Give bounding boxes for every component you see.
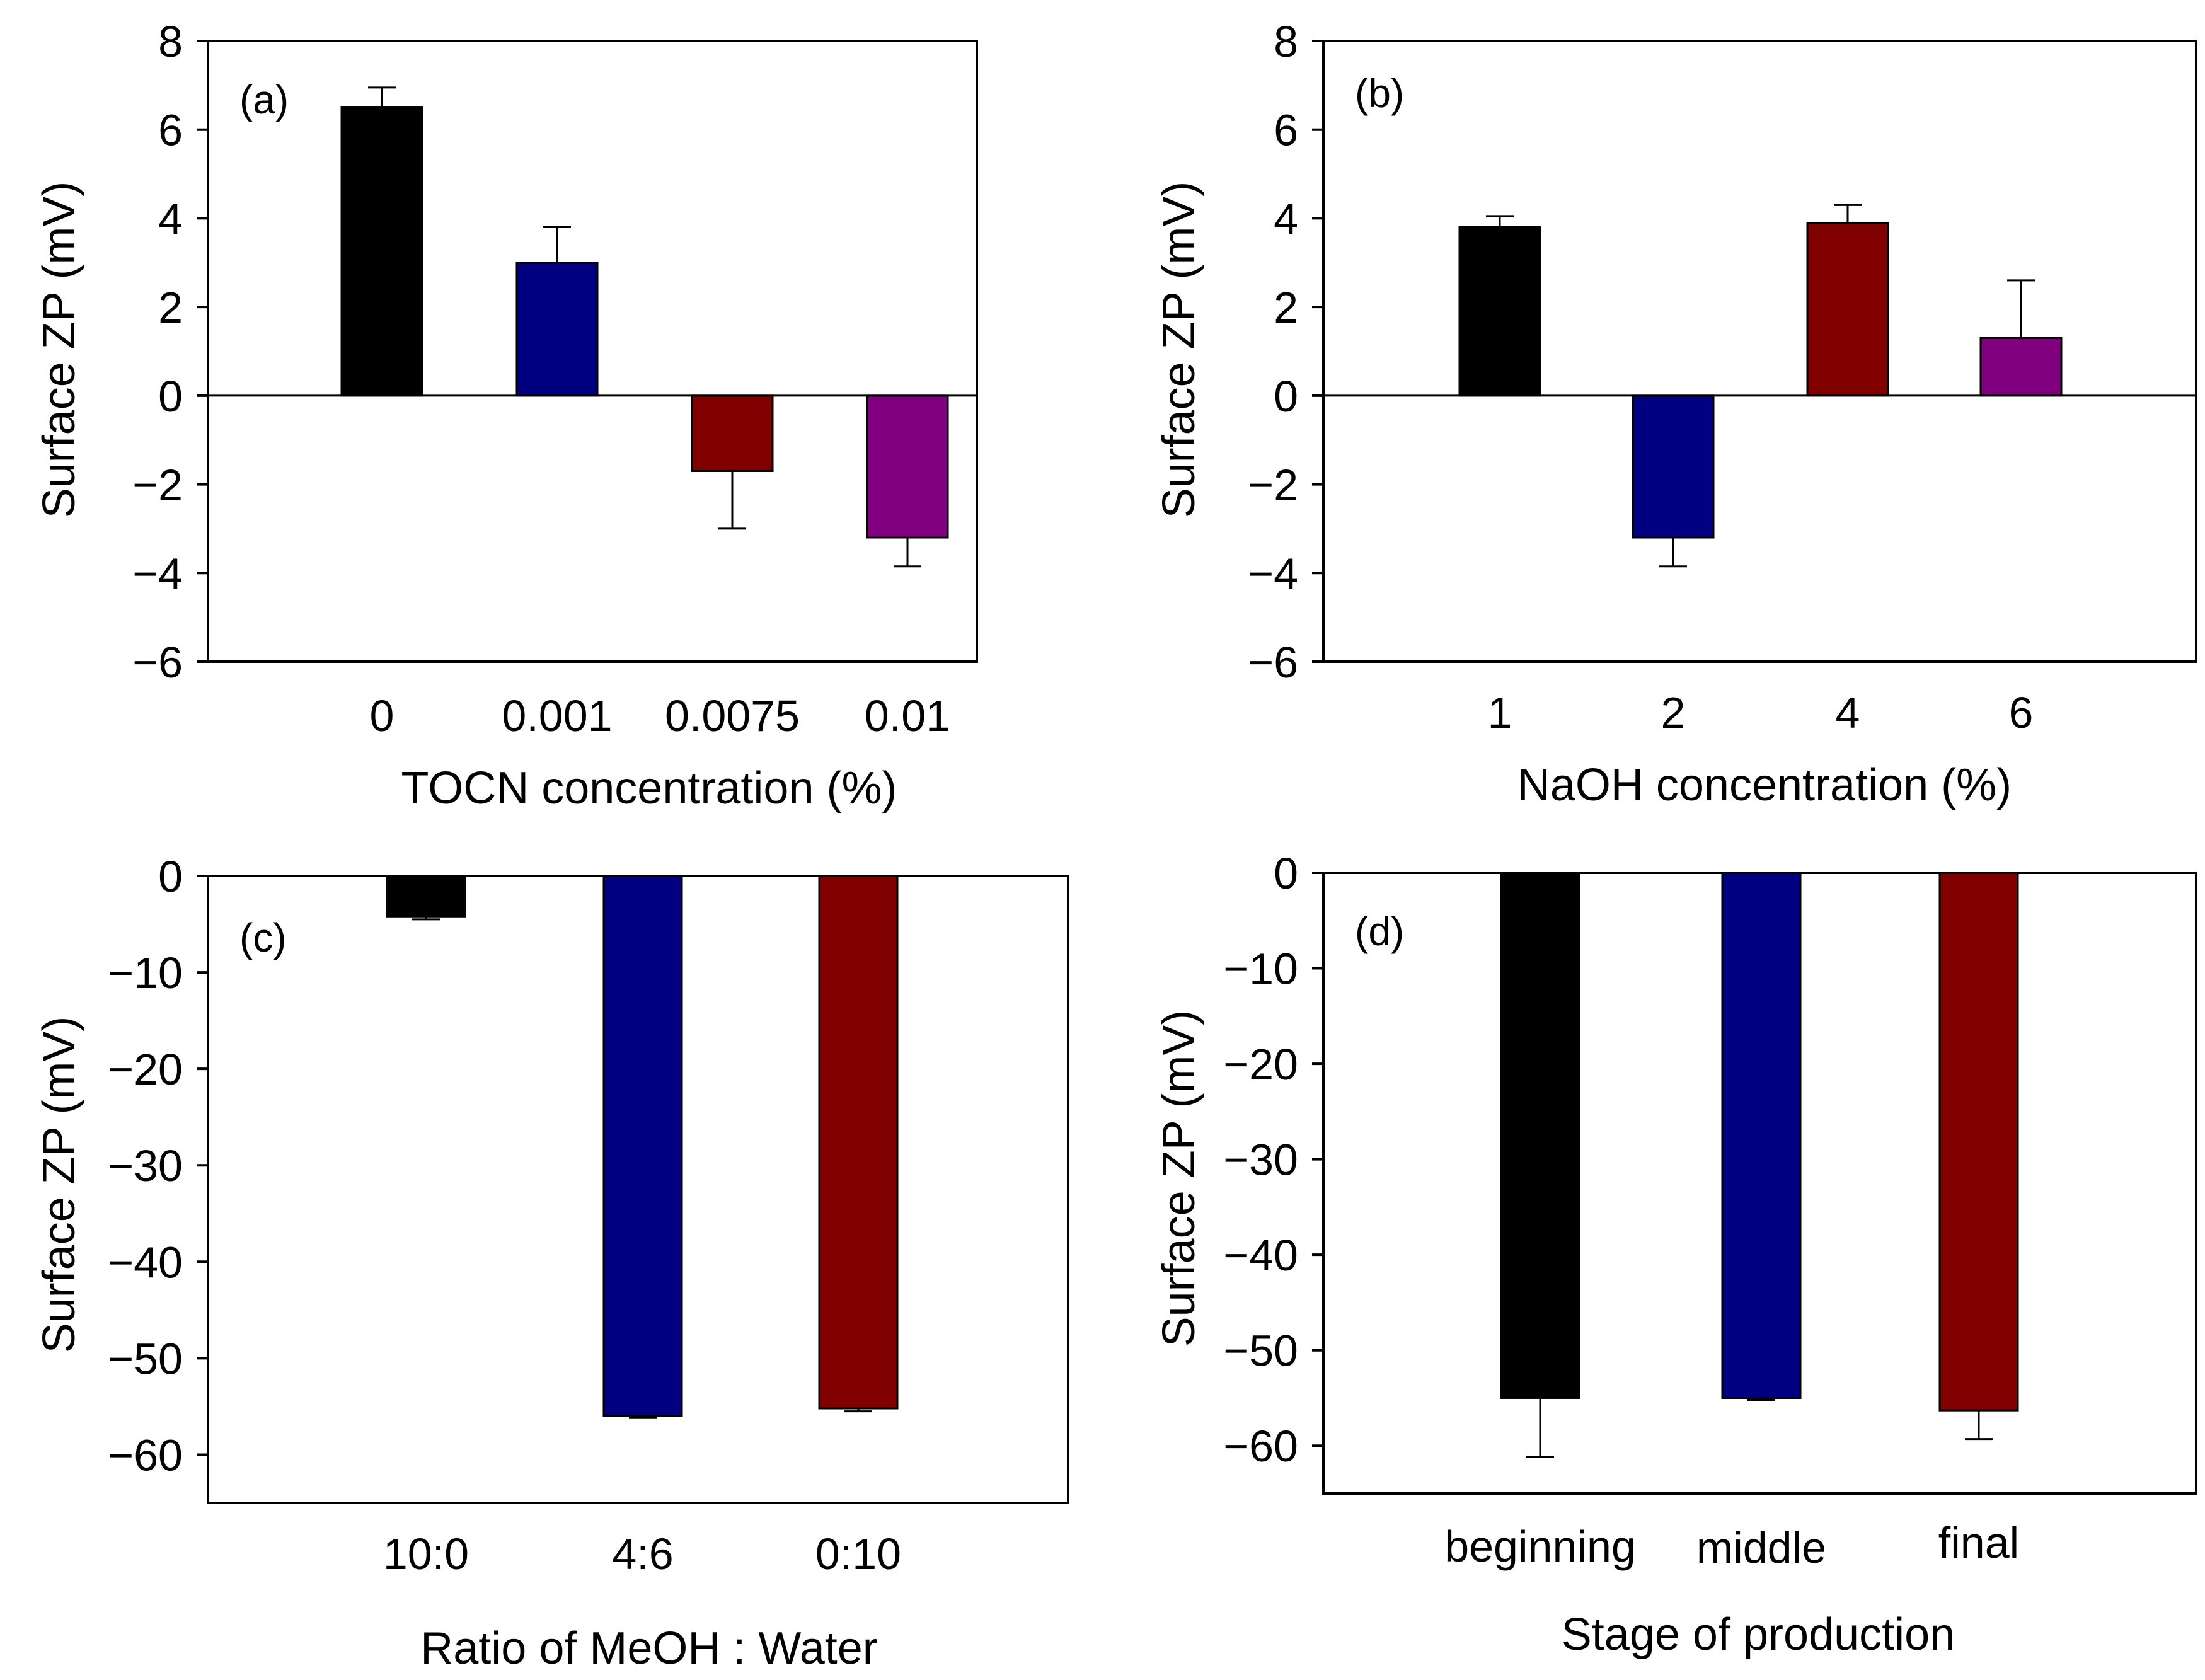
x-category-label: 6 [2009,688,2034,737]
y-tick-label: 8 [158,17,183,66]
panel-label: (c) [239,915,287,960]
x-category-label: 2 [1661,688,1686,737]
y-tick-label: −4 [1248,549,1298,598]
y-tick-label: 8 [1274,17,1298,66]
y-tick-label: −50 [108,1334,183,1383]
y-tick-label: 4 [158,194,183,243]
chart-panel-d: 0 −10 −20 −30 −40 −50 −60 beginning middle final (… [1154,849,2197,1660]
bar [818,875,899,1410]
panel-label: (a) [239,77,289,122]
y-tick-label: −2 [132,461,183,510]
y-tick-label: −40 [1223,1231,1298,1280]
y-tick-label: −50 [1223,1326,1298,1376]
bar [1938,872,2019,1412]
x-category-label: 0.0075 [665,691,800,740]
x-category-label: 10:0 [383,1529,469,1579]
bar [691,394,774,472]
y-tick-label: −10 [108,948,183,998]
y-tick-label: 0 [158,852,183,901]
y-tick-label: −2 [1248,461,1298,510]
y-tick-label: −30 [108,1141,183,1190]
y-tick-label: −60 [108,1430,183,1480]
x-category-label: beginning [1444,1522,1636,1571]
x-axis-title: NaOH concentration (%) [1517,760,2012,810]
x-category-label: 0.001 [502,691,612,740]
y-tick-label: −20 [1223,1040,1298,1089]
panel-label: (b) [1355,71,1404,116]
x-category-label: 0:10 [815,1529,901,1579]
y-tick-label: −4 [132,549,183,598]
y-tick-label: 0 [158,372,183,421]
bar [386,875,466,918]
chart-panel-b: 8 6 4 2 0 −2 −4 −6 1 2 4 6 (b) NaOH concentration (%)… [1154,17,2197,810]
bar [340,106,423,397]
y-tick-label: −10 [1223,945,1298,994]
bar [1500,872,1580,1399]
y-tick-label: −20 [108,1045,183,1094]
x-axis-title: Ratio of MeOH : Water [420,1623,878,1674]
x-axis-title: TOCN concentration (%) [401,763,897,814]
bar [1979,337,2063,397]
x-category-label: middle [1696,1523,1826,1572]
y-tick-label: −6 [132,638,183,687]
y-tick-label: −40 [108,1238,183,1287]
y-tick-label: −30 [1223,1136,1298,1185]
x-category-label: 4:6 [612,1529,673,1579]
x-category-label: final [1938,1518,2019,1567]
chart-panel-c: 0 −10 −20 −30 −40 −50 −60 10:0 4:6 0:10 (c) Ratio o… [34,852,1069,1674]
y-tick-label: 6 [1274,106,1298,155]
bar [515,262,599,397]
x-category-label: 0 [370,691,394,740]
plot-frame [207,40,978,663]
bar [1721,872,1802,1399]
y-axis-title: Surface ZP (mV) [1154,1010,1204,1347]
bar [1806,221,1889,397]
x-category-label: 1 [1488,688,1512,737]
x-category-label: 0.01 [865,691,950,740]
x-category-label: 4 [1836,688,1860,737]
bar [1458,226,1541,397]
y-tick-label: 2 [158,283,183,332]
y-axis-title: Surface ZP (mV) [34,1016,84,1354]
bar [602,875,683,1417]
chart-panel-a: 8 6 4 2 0 −2 −4 −6 0 0.001 0.0075 0.01 (a) TOCN conce… [34,17,978,814]
y-axis-title: Surface ZP (mV) [34,181,84,519]
y-tick-label: 0 [1274,372,1298,421]
plot-frame [1322,40,2197,663]
y-tick-label: 4 [1274,194,1298,243]
y-axis-title: Surface ZP (mV) [1154,181,1204,519]
bar [866,394,949,539]
y-tick-label: 0 [1274,849,1298,898]
bar [1632,394,1715,539]
panel-label: (d) [1355,909,1404,954]
y-tick-label: 2 [1274,283,1298,332]
y-tick-label: −6 [1248,638,1298,687]
x-axis-title: Stage of production [1562,1609,1955,1660]
y-tick-label: −60 [1223,1422,1298,1471]
y-tick-label: 6 [158,106,183,155]
